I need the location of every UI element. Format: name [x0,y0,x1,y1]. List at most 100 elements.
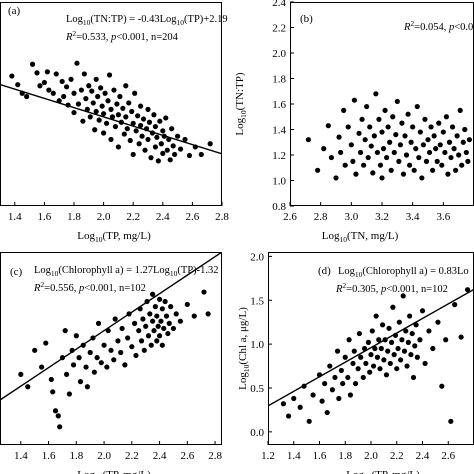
data-point [162,298,168,305]
x-tick-label: 3.2 [375,211,389,223]
data-point [391,149,397,156]
data-point [408,352,414,358]
eq-rhs: (TP)-1.32 [177,265,218,276]
data-point [76,355,82,361]
y-tick-label: 1.2 [272,150,286,162]
data-point [336,134,342,140]
data-point [443,337,449,343]
stat-p: p [78,283,84,294]
data-point [372,345,378,352]
x-axis-label-rest: (TP, mg/L) [371,469,420,474]
data-point [368,352,374,358]
data-point [436,120,442,126]
data-point [410,374,417,381]
data-point [425,137,431,143]
data-point [129,108,135,115]
data-point [111,87,117,93]
data-point [356,130,362,136]
data-point [146,119,153,125]
data-point [329,387,335,393]
data-point [342,354,348,360]
x-tick-label: 1.8 [69,450,83,462]
data-point [205,311,211,317]
eq-sub2: 10 [177,18,185,27]
x-tick-label: 2.6 [180,450,194,462]
data-point [460,139,466,145]
stat-p: p [448,22,454,33]
data-point [353,171,359,177]
x-tick-label: 2.6 [283,211,297,223]
data-point [368,143,374,149]
data-point [131,320,138,326]
data-point [138,103,144,109]
data-point [376,337,382,343]
data-point [379,322,386,328]
data-point [422,360,428,367]
x-axis-label: Log10(TP, mg/L) [77,230,151,244]
data-point [167,157,173,163]
plot-area [0,252,222,430]
panel-label: (a) [8,5,21,17]
data-point [161,325,167,332]
data-point [430,345,436,352]
stat-r: R [65,32,73,43]
eq-log: Log [66,14,84,25]
data-point [374,354,381,360]
data-point [18,371,24,377]
eq-lhs: (TN:TP) = -0.43Log [90,14,177,25]
data-point [403,328,409,334]
data-point [388,167,394,173]
data-point [114,101,120,107]
data-point [466,137,472,143]
data-point [92,127,98,133]
stat-r-sup: 2 [72,29,76,38]
data-point [400,171,407,177]
data-point [465,158,471,164]
data-point [198,151,204,158]
data-point [402,133,408,139]
x-tick-label: 1.2 [261,450,275,462]
eq-log: Log [34,265,52,276]
data-point [207,141,213,147]
y-tick-label: 1.0 [250,339,264,351]
data-point [80,118,86,124]
data-point [367,369,373,375]
data-point [409,330,415,337]
data-point [374,149,380,156]
data-point [365,154,371,161]
data-point [414,354,420,360]
y-tick-label: 1.0 [272,176,286,188]
x-axis-label-sub: 10 [339,235,347,244]
x-tick-label: 2.0 [364,450,378,462]
data-point [445,171,451,177]
y-tick-label: 2.0 [272,48,286,60]
data-point [305,137,311,143]
eq-sub: 10 [51,269,59,278]
data-point [169,126,175,132]
panel-label: (b) [300,13,313,25]
data-point [148,342,154,348]
data-point [143,323,149,329]
y-tick-label: 1.8 [272,74,286,86]
data-point [98,360,104,366]
data-point [291,395,297,402]
y-axis-label: Log10(Chl a, μg/L) [237,307,251,390]
fit-statistics: R2=0.054, p<0.0 [403,19,473,33]
data-point [428,124,434,130]
data-point [454,133,460,139]
data-point [403,152,410,158]
data-point [163,313,170,319]
x-axis-label-base: Log [77,230,95,242]
x-tick-label: 2.2 [126,211,140,223]
data-point [112,316,118,322]
data-point [65,102,71,108]
data-point [396,319,402,325]
data-point [333,175,339,181]
stat-p-value: <0.0 [454,22,473,33]
data-point [43,340,49,346]
x-tick-label: 1.8 [338,450,352,462]
data-point [71,90,77,96]
data-point [350,158,356,164]
x-tick-label: 3.6 [436,211,450,223]
